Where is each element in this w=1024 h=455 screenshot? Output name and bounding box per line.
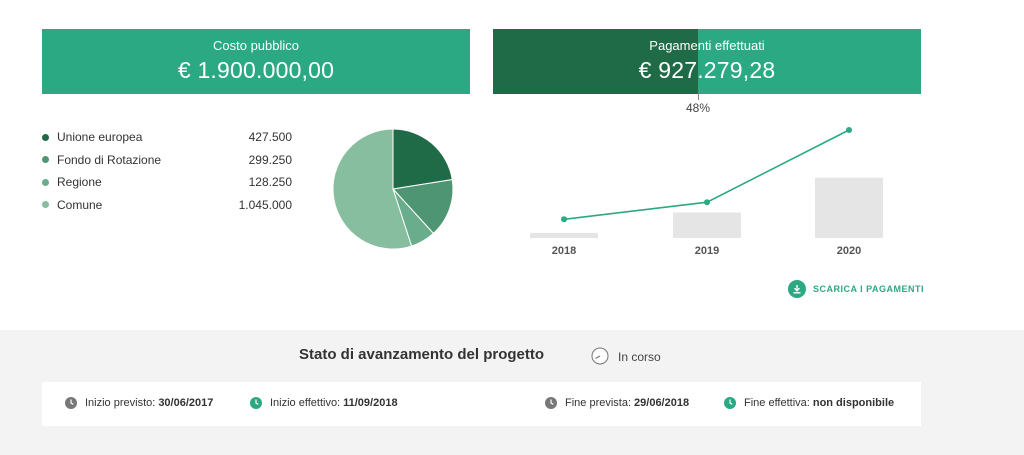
payment-line [563, 129, 850, 221]
legend-value: 427.500 [248, 130, 292, 145]
x-tick-label: 2019 [695, 245, 719, 257]
pagamenti-title: Pagamenti effettuati [649, 38, 765, 53]
clock-icon [724, 397, 736, 409]
legend-value: 128.250 [248, 175, 292, 190]
legend-value: 299.250 [248, 152, 292, 167]
x-tick-label: 2018 [552, 245, 576, 257]
legend-label: Regione [57, 175, 102, 190]
legend-label: Comune [57, 197, 103, 212]
pagamenti-value: € 927.279,28 [638, 57, 776, 83]
clock-icon [65, 397, 77, 409]
fine-prevista: Fine prevista: 29/06/2018 [545, 397, 689, 409]
dates-panel: Inizio previsto: 30/06/2017 Inizio effet… [42, 382, 921, 426]
fine-prevista-value: 29/06/2018 [634, 397, 690, 409]
fine-effettiva-label: Fine effettiva: [744, 397, 810, 409]
legend-label: Fondo di Rotazione [57, 152, 162, 167]
funding-pie-chart [332, 128, 454, 250]
inizio-effettivo: Inizio effettivo: 11/09/2018 [250, 397, 398, 409]
costo-pubblico-value: € 1.900.000,00 [177, 57, 335, 83]
inizio-previsto-value: 30/06/2017 [158, 397, 214, 409]
pie-slice [392, 179, 454, 235]
pagamenti-progress-fill [493, 29, 699, 94]
clock-icon [545, 397, 557, 409]
legend-dot [42, 156, 49, 164]
status-value: In corso [618, 350, 661, 364]
payment-point [704, 199, 710, 206]
inizio-effettivo-label: Inizio effettivo: [270, 397, 341, 409]
legend-item: Regione 128.250 [42, 171, 292, 194]
payment-bar [673, 212, 741, 238]
pagamenti-card: Pagamenti effettuati € 927.279,28 [493, 29, 921, 94]
costo-pubblico-title: Costo pubblico [213, 38, 299, 53]
payment-point [846, 127, 852, 133]
clock-icon [250, 397, 262, 409]
legend-dot [42, 178, 49, 186]
legend-item: Comune 1.045.000 [42, 194, 292, 217]
fine-effettiva: Fine effettiva: non disponibile [724, 397, 894, 409]
download-icon [788, 280, 806, 298]
status-title: Stato di avanzamento del progetto [299, 346, 545, 363]
download-payments-label: SCARICA I PAGAMENTI [813, 284, 925, 294]
legend-dot [42, 133, 49, 141]
pagamenti-percent: 48% [685, 101, 711, 115]
payment-bar [530, 232, 598, 238]
fine-effettiva-value: non disponibile [812, 397, 895, 409]
payment-point [561, 216, 567, 223]
costo-pubblico-card: Costo pubblico € 1.900.000,00 [42, 29, 470, 94]
inizio-previsto: Inizio previsto: 30/06/2017 [65, 397, 213, 409]
legend-value: 1.045.000 [238, 197, 292, 212]
legend-item: Unione europea 427.500 [42, 126, 292, 149]
download-payments-button[interactable]: SCARICA I PAGAMENTI [788, 280, 924, 298]
payment-bar [815, 177, 883, 238]
inizio-previsto-label: Inizio previsto: [85, 397, 156, 409]
payments-trend-chart: 2018 2019 2020 [530, 127, 883, 257]
pie-slice [392, 128, 453, 190]
x-tick-label: 2020 [837, 245, 861, 257]
legend-item: Fondo di Rotazione 299.250 [42, 149, 292, 172]
pie-slice [332, 128, 413, 250]
legend-label: Unione europea [57, 130, 143, 145]
funding-legend: Unione europea 427.500 Fondo di Rotazion… [42, 126, 292, 216]
legend-dot [42, 201, 49, 209]
percent-marker [698, 94, 699, 100]
fine-prevista-label: Fine prevista: [565, 397, 632, 409]
clock-icon [591, 347, 609, 365]
inizio-effettivo-value: 11/09/2018 [343, 397, 398, 409]
